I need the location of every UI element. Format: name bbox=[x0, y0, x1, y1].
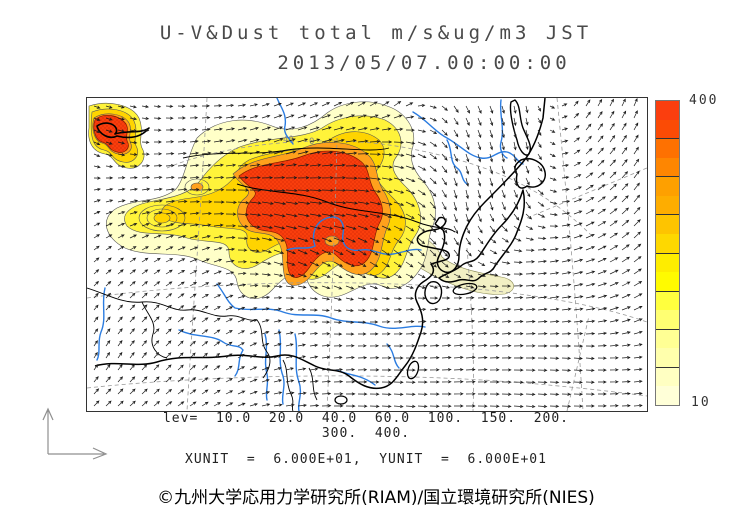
colorbar-cell bbox=[656, 139, 679, 158]
page-title: U-V&Dust total m/s&ug/m3 JST bbox=[159, 22, 593, 44]
colorbar bbox=[655, 100, 680, 406]
copyright-text: ©九州大学応用力学研究所(RIAM)/国立環境研究所(NIES) bbox=[157, 488, 595, 508]
colorbar-cell bbox=[656, 157, 679, 178]
colorbar-cell bbox=[656, 177, 679, 196]
contour-levels-line1: lev= 10.0 20.0 40.0 60.0 100. 150. 200. bbox=[162, 411, 570, 426]
colorbar-cell bbox=[656, 272, 679, 292]
colorbar-cell bbox=[656, 291, 679, 311]
colorbar-cell bbox=[656, 233, 679, 254]
svg-text:40: 40 bbox=[283, 135, 294, 145]
colorbar-min-label: 10 bbox=[691, 395, 711, 410]
colorbar-cell bbox=[656, 329, 679, 349]
svg-text:0: 0 bbox=[309, 137, 314, 147]
wind-vector-field bbox=[93, 98, 643, 409]
colorbar-cell bbox=[656, 101, 679, 120]
x-unit-arrow bbox=[48, 447, 108, 460]
colorbar-cell bbox=[656, 253, 679, 273]
vector-units-text: XUNIT = 6.000E+01, YUNIT = 6.000E+01 bbox=[185, 452, 547, 467]
colorbar-cell bbox=[656, 119, 679, 140]
graticule-labels: 40 0 bbox=[283, 135, 314, 147]
vector-scale-arrows bbox=[42, 407, 108, 460]
map-panel: 40 0 bbox=[86, 97, 648, 412]
dust-contour-fills bbox=[88, 101, 514, 300]
colorbar-cell bbox=[656, 348, 679, 368]
colorbar-cell bbox=[656, 310, 679, 330]
colorbar-cell bbox=[656, 195, 679, 216]
colorbar-cell bbox=[656, 367, 679, 387]
colorbar-cell bbox=[656, 386, 679, 405]
plot-datetime: 2013/05/07.00:00:00 bbox=[277, 52, 571, 74]
contour-map: 40 0 bbox=[87, 98, 647, 411]
colorbar-max-label: 400 bbox=[689, 93, 719, 108]
y-unit-arrow bbox=[42, 407, 54, 454]
colorbar-cell bbox=[656, 215, 679, 234]
contour-levels-line2: 300. 400. bbox=[321, 426, 411, 441]
